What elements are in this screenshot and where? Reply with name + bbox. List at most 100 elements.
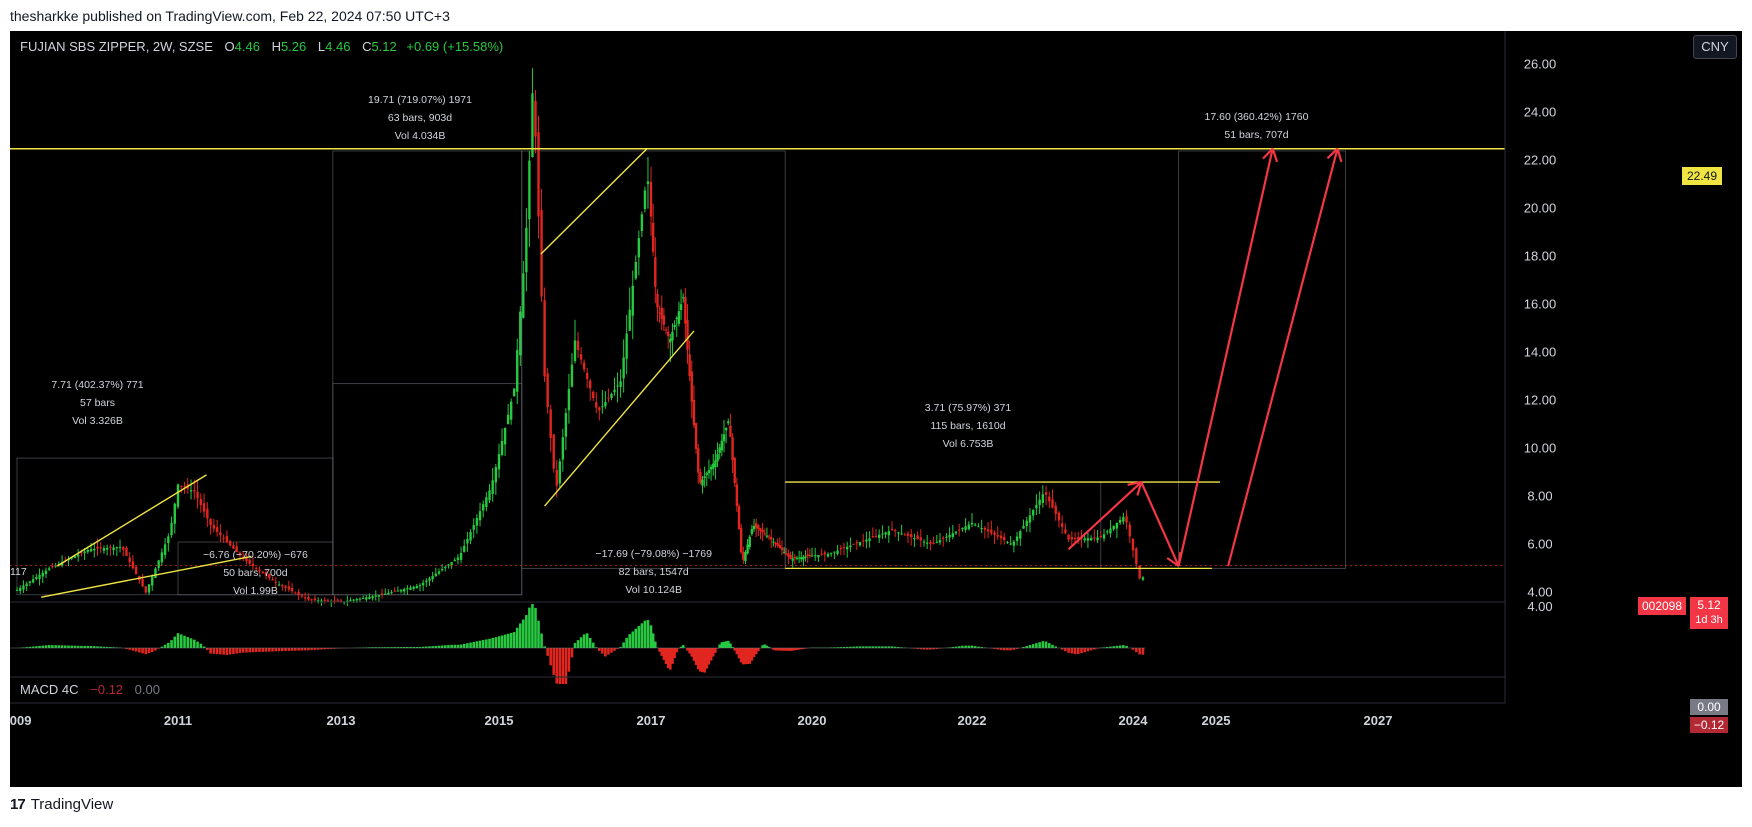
macd-bar [1041, 641, 1045, 648]
candle-body [531, 93, 534, 158]
chart-canvas[interactable]: 26.00 24.00 22.00 20.00 18.00 16.00 14.00 12.00… [10, 31, 1742, 787]
measure-label: Vol 4.034B [395, 130, 446, 142]
measure-label: Vol 3.326B [72, 415, 123, 427]
macd-bar [70, 645, 74, 648]
macd-bar [750, 648, 754, 661]
macd-bar [462, 643, 466, 648]
macd-bar [1080, 648, 1083, 654]
x-tick-label: 2017 [637, 713, 666, 728]
footer-brand[interactable]: 17 TradingView [10, 796, 113, 813]
macd-bar [742, 648, 745, 665]
candle-body [954, 531, 958, 534]
candle-body [862, 540, 865, 542]
candle-body [472, 525, 475, 530]
macd-bar [671, 648, 674, 664]
macd-bar [150, 648, 154, 653]
candle-body [115, 547, 119, 549]
macd-bar [147, 648, 151, 654]
candle-body [722, 434, 726, 442]
macd-bar [1015, 648, 1019, 649]
macd-bar [733, 648, 737, 651]
candle-body [444, 566, 447, 569]
macd-bar [431, 646, 434, 648]
candle-body [780, 547, 784, 551]
candle-body [377, 595, 381, 597]
candle-body [555, 469, 558, 486]
candle-body [1086, 538, 1090, 541]
macd-bar [681, 645, 685, 648]
measure-box [332, 150, 523, 596]
measure-label: 82 bars, 1547d [619, 566, 689, 578]
macd-bar [716, 648, 719, 649]
candle-body [421, 582, 425, 586]
macd-bar [705, 648, 709, 669]
macd-bar [871, 646, 875, 648]
macd-bar [916, 648, 919, 649]
macd-bar [1083, 648, 1086, 653]
close-label: C [362, 39, 372, 54]
candle-body [199, 498, 203, 506]
macd-bar [51, 645, 54, 648]
candle-body [1138, 565, 1141, 579]
candle-body [105, 547, 109, 550]
countdown-value: 1d 3h [1695, 614, 1723, 626]
last-price-value: 5.12 [1697, 598, 1721, 612]
macd-bar [552, 648, 556, 675]
candle-body [686, 320, 689, 350]
candle-body [1064, 529, 1067, 534]
macd-bar [313, 648, 317, 650]
candle-body [703, 476, 706, 479]
projection-arrow [1227, 148, 1339, 567]
candle-body [355, 599, 358, 601]
candle-body [294, 592, 297, 594]
candle-body [365, 597, 368, 600]
macd-bar [1006, 648, 1009, 651]
macd-bar [323, 648, 326, 650]
currency-button[interactable]: CNY [1693, 35, 1737, 59]
candle-body [1009, 543, 1012, 545]
macd-bar [396, 647, 400, 648]
macd-bar [383, 647, 387, 648]
candle-body [651, 222, 655, 252]
macd-bar [25, 647, 28, 648]
macd-bar [336, 648, 340, 649]
candle-body [428, 578, 431, 581]
candle-body [336, 600, 339, 602]
macd-bar [951, 647, 955, 648]
candle-body [70, 557, 73, 559]
candle-body [763, 533, 766, 535]
candle-body [151, 576, 154, 586]
candle-body [506, 414, 510, 425]
macd-bar [839, 647, 843, 648]
candle-body [519, 311, 522, 356]
candle-body [154, 568, 157, 578]
candle-body [643, 190, 647, 209]
candle-body [767, 536, 771, 538]
candle-body [238, 552, 242, 556]
macd-bar [754, 648, 758, 655]
candle-body [488, 490, 491, 501]
candle-body [887, 531, 890, 536]
candle-body [754, 523, 758, 528]
candle-body [993, 532, 996, 535]
candle-body [219, 532, 222, 536]
chart-frame[interactable]: 26.00 24.00 22.00 20.00 18.00 16.00 14.00 12.00… [10, 31, 1742, 787]
candle-body [399, 589, 403, 592]
candle-body [922, 541, 926, 543]
macd-bar [1138, 648, 1141, 655]
low-label: L [317, 39, 326, 54]
candle-body [694, 423, 698, 449]
macd-bar [591, 642, 595, 648]
macd-bar [690, 648, 694, 657]
candle-body [1128, 524, 1131, 537]
candle-body [287, 586, 291, 590]
measure-label: Vol 10.124B [625, 584, 682, 596]
candle-body [858, 542, 862, 546]
y-tick-label: 16.00 [1524, 297, 1557, 312]
candle-body [173, 503, 176, 524]
candle-body [412, 586, 415, 589]
macd-bar [54, 645, 57, 648]
macd-bar [739, 648, 743, 663]
y-tick-label: 26.00 [1524, 57, 1557, 72]
candle-body [729, 425, 732, 437]
